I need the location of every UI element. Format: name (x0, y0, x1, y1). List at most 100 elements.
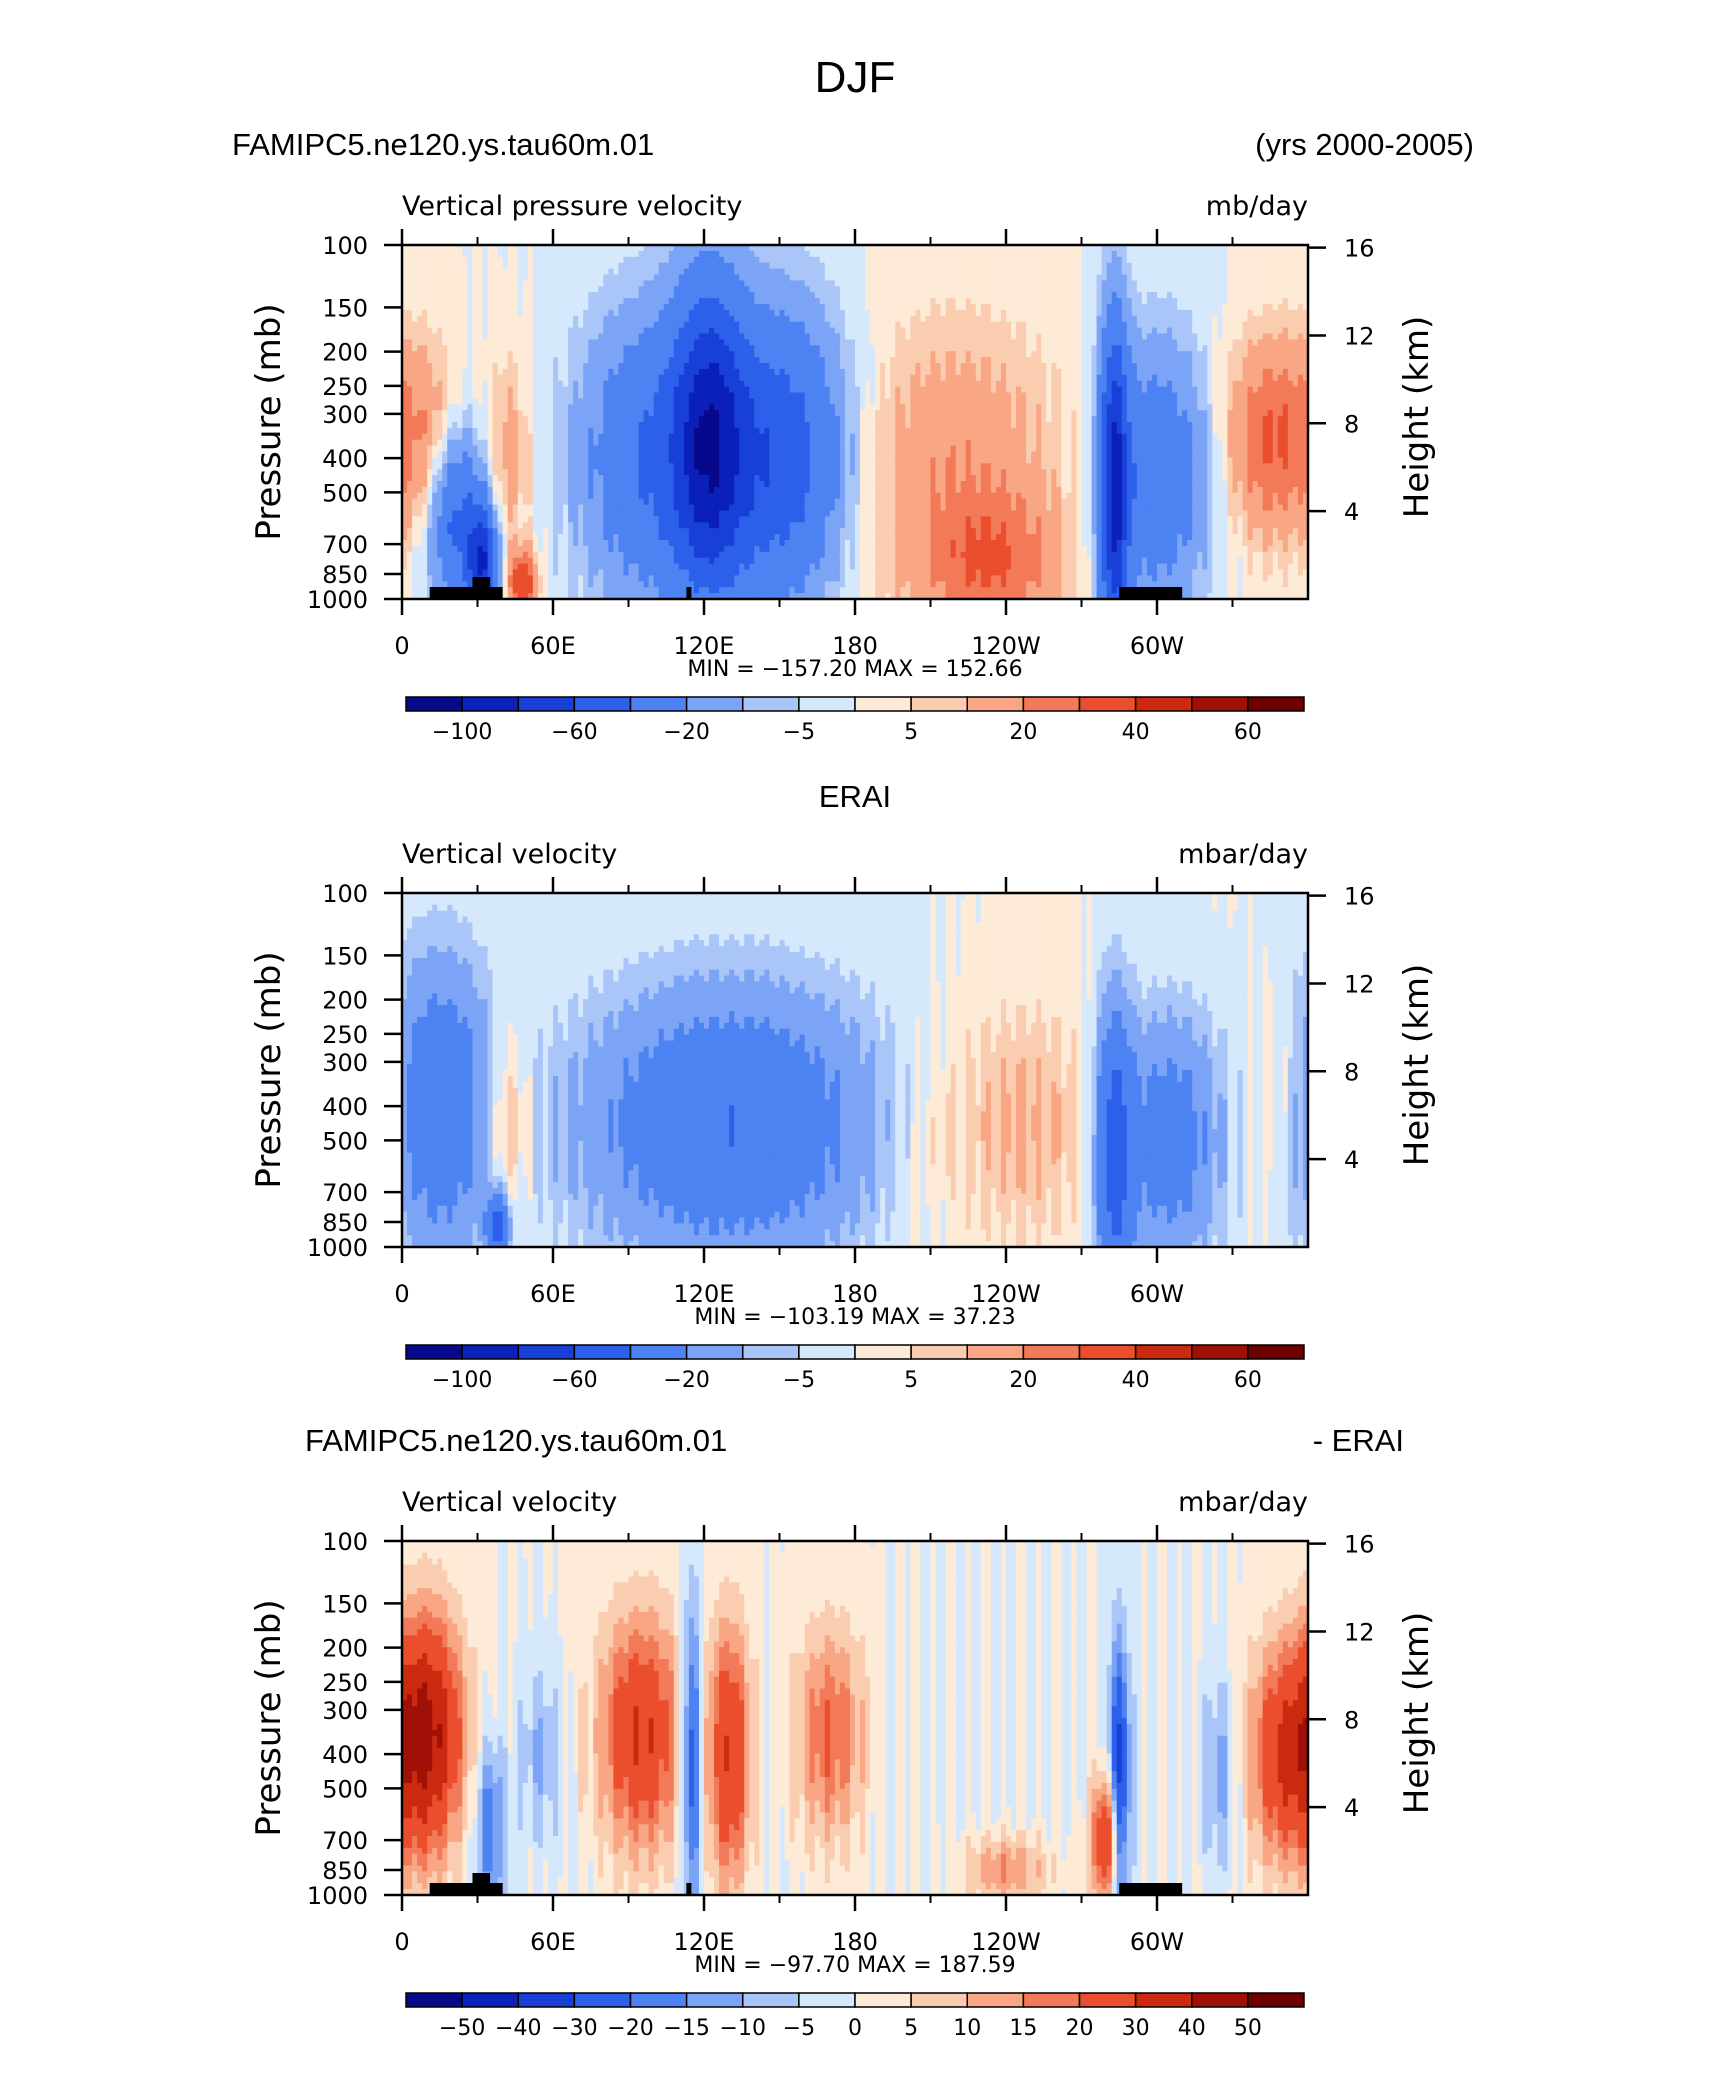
heatmap-cell (483, 570, 489, 577)
heatmap-cell (578, 339, 584, 346)
heatmap-cell (608, 528, 614, 535)
heatmap-cell (774, 481, 780, 488)
heatmap-cell (709, 369, 715, 376)
heatmap-cell (412, 381, 418, 388)
heatmap-cell (523, 534, 529, 541)
heatmap-cell (553, 398, 559, 405)
heatmap-cell (790, 269, 796, 276)
heatmap-cell (769, 528, 775, 535)
heatmap-cell (780, 493, 786, 500)
heatmap-cell (508, 552, 514, 559)
heatmap-cell (432, 345, 438, 352)
heatmap-cell (417, 357, 423, 364)
heatmap-cell (498, 387, 504, 394)
heatmap-cell (699, 469, 705, 476)
heatmap-cell (613, 564, 619, 571)
heatmap-cell (493, 428, 499, 435)
heatmap-cell (744, 363, 750, 370)
heatmap-cell (558, 351, 564, 358)
heatmap-cell (488, 328, 494, 335)
heatmap-cell (467, 410, 473, 417)
heatmap-cell (699, 493, 705, 500)
heatmap-cell (417, 534, 423, 541)
heatmap-cell (412, 516, 418, 523)
heatmap-cell (563, 257, 569, 264)
heatmap-cell (508, 322, 514, 329)
heatmap-cell (714, 587, 720, 594)
heatmap-cell (478, 345, 484, 352)
heatmap-cell (815, 493, 821, 500)
heatmap-cell (629, 481, 635, 488)
heatmap-cell (629, 528, 635, 535)
heatmap-cell (714, 322, 720, 329)
heatmap-cell (417, 452, 423, 459)
heatmap-cell (493, 275, 499, 282)
heatmap-cell (669, 398, 675, 405)
heatmap-cell (518, 351, 524, 358)
heatmap-cell (634, 393, 640, 400)
heatmap-cell (598, 398, 604, 405)
heatmap-cell (573, 575, 579, 582)
heatmap-cell (573, 428, 579, 435)
heatmap-cell (744, 434, 750, 441)
heatmap-cell (603, 505, 609, 512)
heatmap-cell (407, 381, 413, 388)
heatmap-cell (805, 375, 811, 382)
heatmap-cell (623, 552, 629, 559)
heatmap-cell (664, 528, 670, 535)
heatmap-cell (503, 339, 509, 346)
heatmap-cell (583, 546, 589, 553)
heatmap-cell (442, 575, 448, 582)
heatmap-cell (805, 511, 811, 518)
heatmap-cell (739, 286, 745, 293)
heatmap-cell (452, 505, 458, 512)
heatmap-cell (734, 263, 740, 270)
heatmap-cell (508, 410, 514, 417)
heatmap-cell (598, 499, 604, 506)
heatmap-cell (427, 475, 433, 482)
heatmap-cell (472, 469, 478, 476)
heatmap-cell (608, 422, 614, 429)
heatmap-cell (503, 298, 509, 305)
heatmap-cell (437, 440, 443, 447)
heatmap-cell (623, 269, 629, 276)
heatmap-cell (810, 280, 816, 287)
heatmap-cell (820, 257, 826, 264)
heatmap-cell (503, 463, 509, 470)
heatmap-cell (744, 440, 750, 447)
heatmap-cell (462, 440, 468, 447)
heatmap-cell (498, 570, 504, 577)
heatmap-cell (493, 292, 499, 299)
heatmap-cell (548, 334, 554, 341)
heatmap-cell (629, 345, 635, 352)
heatmap-cell (553, 416, 559, 423)
heatmap-cell (613, 345, 619, 352)
heatmap-cell (623, 511, 629, 518)
heatmap-cell (588, 457, 594, 464)
heatmap-cell (588, 292, 594, 299)
heatmap-cell (558, 587, 564, 594)
heatmap-cell (704, 440, 710, 447)
heatmap-cell (729, 457, 735, 464)
heatmap-cell (538, 511, 544, 518)
heatmap-cell (714, 369, 720, 376)
heatmap-cell (649, 475, 655, 482)
heatmap-cell (669, 587, 675, 594)
heatmap-cell (498, 251, 504, 258)
heatmap-cell (618, 387, 624, 394)
heatmap-cell (759, 422, 765, 429)
heatmap-cell (608, 469, 614, 476)
heatmap-cell (639, 322, 645, 329)
heatmap-cell (508, 269, 514, 276)
heatmap-cell (699, 570, 705, 577)
heatmap-cell (462, 457, 468, 464)
heatmap-cell (644, 457, 650, 464)
heatmap-cell (709, 339, 715, 346)
heatmap-cell (754, 334, 760, 341)
heatmap-cell (623, 286, 629, 293)
heatmap-cell (442, 375, 448, 382)
heatmap-cell (573, 251, 579, 258)
heatmap-cell (759, 328, 765, 335)
heatmap-cell (769, 339, 775, 346)
heatmap-cell (568, 511, 574, 518)
